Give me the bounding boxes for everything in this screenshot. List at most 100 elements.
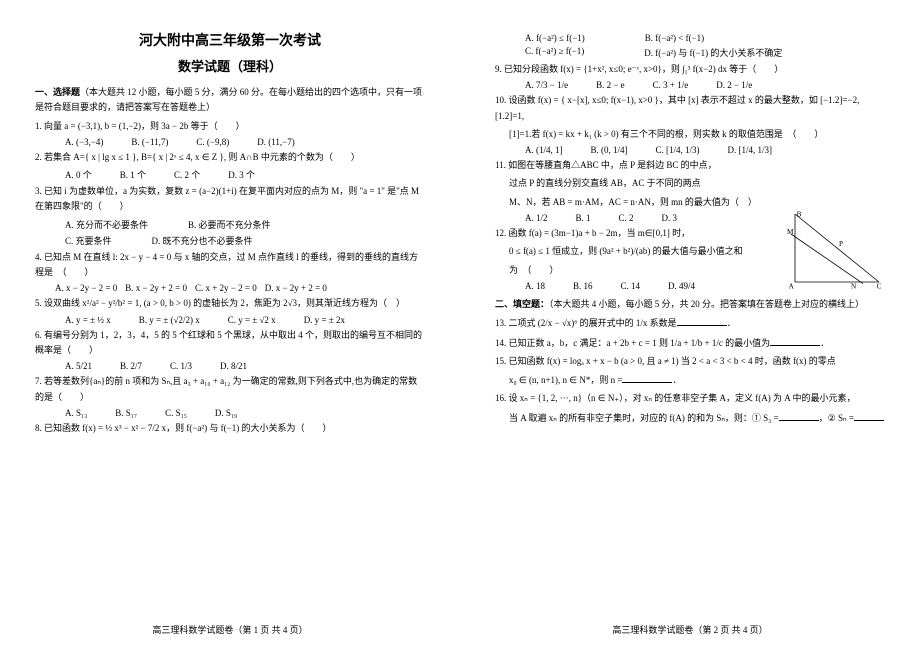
q7: 7. 若等差数列{aₙ}的前 n 项和为 Sₙ,且 a₃ + a₁₀ + a₁₂… <box>35 374 425 405</box>
q9b: B. 2 − e <box>596 80 625 90</box>
q16-blank1 <box>779 410 819 421</box>
q16-l2-text: 当 A 取遍 xₙ 的所有非空子集时，对应的 f(A) 的和为 Sₙ，则：① S… <box>509 413 779 423</box>
q12b: B. 16 <box>573 281 593 291</box>
q3-opts2: C. 充要条件 D. 既不充分也不必要条件 <box>65 234 425 247</box>
q10c: C. [1/4, 1/3) <box>656 145 700 155</box>
q1: 1. 向量 a = (−3,1), b = (1,−2)，则 3a − 2b 等… <box>35 119 425 134</box>
q11-opts: A. 1/2 B. 1 C. 2 D. 3 <box>525 213 805 223</box>
fig-A: A <box>789 282 795 290</box>
section1-desc: （本大题共 12 小题，每小题 5 分，满分 60 分。在每小题给出的四个选项中… <box>35 87 422 112</box>
q8b: B. f(−a²) < f(−1) <box>645 33 704 43</box>
q12-l3: 为 （ ） <box>509 263 789 278</box>
q5d: D. y = ± 2x <box>304 315 345 325</box>
fig-P: P <box>839 240 843 248</box>
q3-opts: A. 充分而不必要条件 B. 必要而不充分条件 <box>65 218 425 231</box>
q3b: B. 必要而不充分条件 <box>188 218 271 231</box>
q3: 3. 已知 i 为虚数单位，a 为实数，复数 z = (a−2)(1+i) 在复… <box>35 184 425 215</box>
q15-l2-text: x₀ ∈ (n, n+1), n ∈ N*，则 n = <box>509 375 622 385</box>
q7-opts: A. S₁₃ B. S₁₇ C. S₁₅ D. S₁₉ <box>65 408 425 418</box>
q13-text: 13. 二项式 (2/x − √x)⁶ 的展开式中的 1/x 系数是 <box>495 318 677 328</box>
section-2: 二、填空题：（本大题共 4 小题，每小题 5 分，共 20 分。把答案填在答题卷… <box>495 297 885 312</box>
q9c: C. 3 + 1/e <box>653 80 689 90</box>
q16-blank2 <box>854 410 884 421</box>
section1-head: 一、选择题 <box>35 87 80 97</box>
q3d: D. 既不充分也不必要条件 <box>152 234 253 247</box>
q5a: A. y = ± ½ x <box>65 315 111 325</box>
q15-l1: 15. 已知函数 f(x) = logₐ x + x − b (a > 0, 且… <box>495 354 885 369</box>
q8-opts2: C. f(−a²) ≥ f(−1) D. f(−a²) 与 f(−1) 的大小关… <box>525 46 885 59</box>
section-1: 一、选择题（本大题共 12 小题，每小题 5 分，满分 60 分。在每小题给出的… <box>35 85 425 116</box>
q10-opts: A. (1/4, 1] B. (0, 1/4] C. [1/4, 1/3) D.… <box>525 145 885 155</box>
page-1: 河大附中高三年级第一次考试 数学试题（理科） 一、选择题（本大题共 12 小题，… <box>0 0 460 650</box>
footer-1: 高三理科数学试题卷（第 1 页 共 4 页） <box>0 623 460 636</box>
q11-l1: 11. 如图在等腰直角△ABC 中，点 P 是斜边 BC 的中点， <box>495 158 775 173</box>
q11a: A. 1/2 <box>525 213 548 223</box>
q6a: A. 5/21 <box>65 361 92 371</box>
q6: 6. 有编号分别为 1，2，3，4，5 的 5 个红球和 5 个黑球，从中取出 … <box>35 328 425 359</box>
q3a: A. 充分而不必要条件 <box>65 218 148 231</box>
q14-blank <box>770 335 820 346</box>
q2-opts: A. 0 个 B. 1 个 C. 2 个 D. 3 个 <box>65 168 425 181</box>
q11b: B. 1 <box>576 213 591 223</box>
q4b: B. x − 2y + 2 = 0 <box>125 283 187 293</box>
q9: 9. 已知分段函数 f(x) = {1+x², x≤0; e⁻ˣ, x>0}，则… <box>495 62 885 77</box>
q11c: C. 2 <box>619 213 634 223</box>
q12c: C. 14 <box>621 281 641 291</box>
q7c: C. S₁₅ <box>165 408 187 418</box>
q8d: D. f(−a²) 与 f(−1) 的大小关系不确定 <box>644 46 782 59</box>
q1c: C. (−9,8) <box>196 137 229 147</box>
q11-l2: 过点 P 的直线分别交直线 AB，AC 于不同的两点 <box>509 176 789 191</box>
q11-l3: M、N，若 AB = m·AM，AC = n·AN，则 mn 的最大值为（ ） <box>509 195 789 210</box>
q12d: D. 49/4 <box>668 281 695 291</box>
q2d: D. 3 个 <box>228 168 255 181</box>
q12-l2: 0 ≤ f(a) ≤ 1 恒成立，则 (9a² + b²)/(ab) 的最大值与… <box>509 244 789 259</box>
q7b: B. S₁₇ <box>115 408 137 418</box>
q5b: B. y = ± (√2/2) x <box>139 315 200 325</box>
exam-title: 河大附中高三年级第一次考试 <box>35 30 425 50</box>
q1d: D. (11,−7) <box>257 137 295 147</box>
page-2: A. f(−a²) ≤ f(−1) B. f(−a²) < f(−1) C. f… <box>460 0 920 650</box>
q1b: B. (−11,7) <box>131 137 168 147</box>
q6c: C. 1/3 <box>170 361 192 371</box>
q16-l2: 当 A 取遍 xₙ 的所有非空子集时，对应的 f(A) 的和为 Sₙ，则：① S… <box>509 410 885 426</box>
q1a: A. (−3,−4) <box>65 137 103 147</box>
q10: 10. 设函数 f(x) = { x−[x], x≤0; f(x−1), x>0… <box>495 93 885 124</box>
q4-opts: A. x − 2y − 2 = 0 B. x − 2y + 2 = 0 C. x… <box>55 283 425 293</box>
q5c: C. y = ± √2 x <box>228 315 276 325</box>
q6-opts: A. 5/21 B. 2/7 C. 1/3 D. 8/21 <box>65 361 425 371</box>
q4a: A. x − 2y − 2 = 0 <box>55 283 117 293</box>
q14-text: 14. 已知正数 a，b，c 满足：a + 2b + c = 1 则 1/a +… <box>495 338 770 348</box>
q16-l1: 16. 设 xₙ = {1, 2, ···, n}（n ∈ N₊），对 xₙ 的… <box>495 391 885 406</box>
q12-l1: 12. 函数 f(a) = (3m−1)a + b − 2m，当 m∈[0,1]… <box>495 226 775 241</box>
q16-l3-text: ，② Sₙ = <box>819 413 854 423</box>
fig-N: N <box>851 282 857 290</box>
q5: 5. 设双曲线 x²/a² − y²/b² = 1, (a > 0, b > 0… <box>35 296 425 311</box>
q13-blank <box>677 315 727 326</box>
q6b: B. 2/7 <box>120 361 142 371</box>
q8c: C. f(−a²) ≥ f(−1) <box>525 46 584 59</box>
q2b: B. 1 个 <box>120 168 146 181</box>
q3c: C. 充要条件 <box>65 234 112 247</box>
q4: 4. 已知点 M 在直线 l: 2x − y − 4 = 0 与 x 轴的交点，… <box>35 250 425 281</box>
q10b-line: [1]=1.若 f(x) = kx + k₁ (k > 0) 有三个不同的根，则… <box>509 127 885 142</box>
q14: 14. 已知正数 a，b，c 满足：a + 2b + c = 1 则 1/a +… <box>495 335 885 351</box>
q8a: A. f(−a²) ≤ f(−1) <box>525 33 585 43</box>
q8: 8. 已知函数 f(x) = ½ x³ − x² − 7/2 x，则 f(−a²… <box>35 421 425 436</box>
section2-desc: （本大题共 4 小题，每小题 5 分，共 20 分。把答案填在答题卷上对应的横线… <box>549 299 864 309</box>
q2a: A. 0 个 <box>65 168 92 181</box>
q15-blank <box>622 372 672 383</box>
q13: 13. 二项式 (2/x − √x)⁶ 的展开式中的 1/x 系数是． <box>495 315 885 331</box>
triangle-figure: B M P A N C <box>785 210 885 290</box>
q1-opts: A. (−3,−4) B. (−11,7) C. (−9,8) D. (11,−… <box>65 137 425 147</box>
exam-subtitle: 数学试题（理科） <box>35 56 425 75</box>
q7d: D. S₁₉ <box>215 408 237 418</box>
q8-opts1: A. f(−a²) ≤ f(−1) B. f(−a²) < f(−1) <box>525 33 885 43</box>
q11d: D. 3 <box>662 213 678 223</box>
q6d: D. 8/21 <box>220 361 247 371</box>
q10d: D. [1/4, 1/3] <box>728 145 773 155</box>
section2-head: 二、填空题： <box>495 299 549 309</box>
q9a: A. 7/3 − 1/e <box>525 80 568 90</box>
q4c: C. x + 2y − 2 = 0 <box>195 283 257 293</box>
q5-opts: A. y = ± ½ x B. y = ± (√2/2) x C. y = ± … <box>65 315 425 325</box>
fig-M: M <box>787 228 794 236</box>
